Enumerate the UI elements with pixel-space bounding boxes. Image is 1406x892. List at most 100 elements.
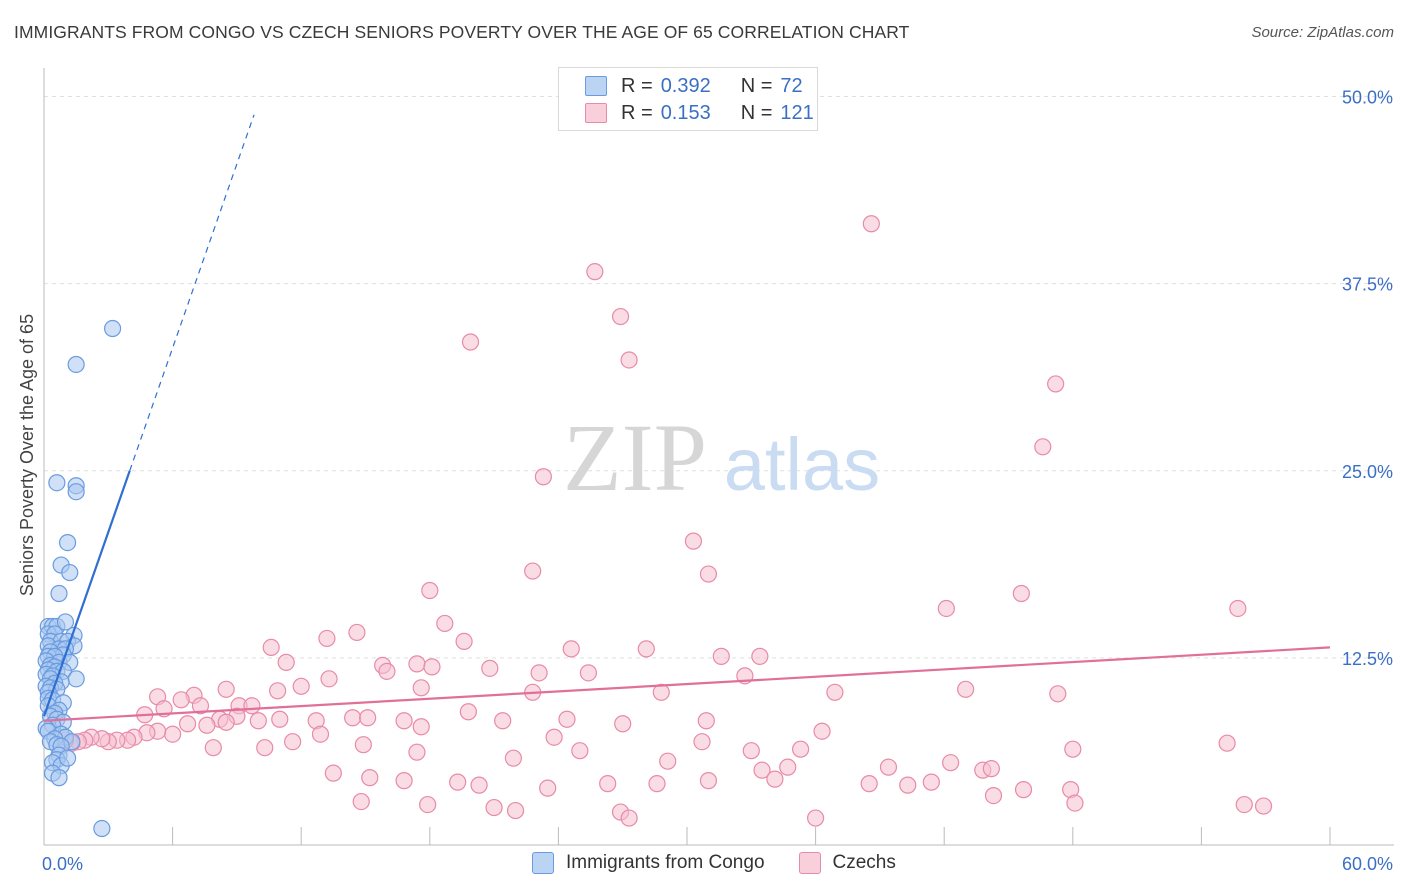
czech-point (506, 801, 525, 820)
czech-point (659, 752, 677, 770)
trend-lines (42, 114, 1331, 722)
tick-labels: 12.5% 25.0% 37.5% 50.0% 0.0% 60.0% (42, 88, 1393, 875)
czech-point (423, 658, 441, 676)
czech-point (862, 215, 880, 233)
czech-point (461, 333, 480, 351)
czech-trend-line (43, 646, 1331, 722)
czech-point (652, 683, 670, 701)
source-credit: Source: ZipAtlas.com (1251, 24, 1394, 41)
czech-point (611, 307, 630, 326)
czech-point (751, 647, 769, 665)
czech-point (494, 712, 512, 730)
congo-swatch (585, 76, 607, 96)
czech-point (318, 629, 336, 648)
czech-point (982, 760, 1000, 778)
n-label: N = (740, 101, 773, 124)
czech-point (284, 733, 302, 751)
czech-point (524, 562, 542, 580)
czech-point (539, 779, 557, 797)
czech-r-value: 0.153 (660, 101, 711, 124)
czech-point (412, 679, 430, 697)
czech-point (684, 532, 703, 550)
czech-point (922, 773, 940, 791)
czech-point (534, 468, 552, 486)
czech-point (957, 680, 975, 698)
czech-point (1047, 375, 1065, 393)
czech-point (421, 581, 439, 600)
r-label: R = (621, 101, 653, 124)
czech-point (697, 712, 715, 730)
stats-row-congo: R = 0.392 N = 72 (585, 73, 803, 99)
czech-point (699, 565, 718, 583)
czech-legend-swatch (798, 852, 821, 874)
czech-point (320, 670, 338, 688)
czech-point (742, 742, 760, 760)
y-tick-label: 12.5% (1342, 649, 1393, 669)
congo-point (50, 584, 68, 603)
czech-point (179, 715, 197, 733)
czech-point (359, 709, 377, 727)
czech-point (712, 647, 730, 665)
czech-point (620, 809, 638, 827)
czech-point (620, 351, 638, 369)
czech-point (1012, 584, 1030, 603)
y-tick-label: 25.0% (1342, 462, 1393, 482)
czech-point (395, 712, 413, 730)
czech-point (813, 722, 831, 740)
legend-item-czechs[interactable]: Czechs (798, 852, 896, 874)
czech-point (292, 677, 310, 695)
czech-point (779, 758, 797, 776)
czech-point (753, 761, 771, 779)
czech-point (361, 769, 379, 787)
czech-point (614, 715, 632, 733)
czech-point (269, 682, 287, 700)
czech-point (352, 792, 370, 811)
watermark-zip: ZIP (563, 404, 707, 511)
czech-point (648, 775, 666, 793)
congo-point (48, 474, 66, 492)
legend-item-congo[interactable]: Immigrants from Congo (532, 852, 765, 874)
czech-point (545, 728, 563, 746)
czech-point (256, 739, 274, 757)
czech-point (164, 725, 182, 743)
congo-r-value: 0.392 (660, 74, 711, 97)
congo-trend-extension (129, 114, 255, 471)
czech-point (1229, 599, 1247, 618)
czech-point (419, 795, 437, 814)
n-label: N = (740, 74, 773, 97)
x-tick-label: 60.0% (1342, 854, 1393, 874)
grid-lines (44, 96, 1394, 659)
congo-point (67, 483, 85, 501)
czech-point (455, 632, 473, 651)
czech-point (262, 638, 280, 656)
czech-point (436, 614, 454, 633)
czech-point (354, 736, 372, 754)
czech-point (204, 739, 222, 757)
czech-point (459, 703, 477, 721)
czech-point (637, 640, 655, 658)
czech-point (378, 662, 396, 680)
czech-point (826, 683, 844, 701)
czech-point (693, 733, 711, 751)
legend-label-czechs: Czechs (832, 852, 896, 873)
czech-point (1066, 794, 1084, 812)
czech-point (1218, 734, 1236, 752)
czech-point (1049, 685, 1067, 703)
legend-label-congo: Immigrants from Congo (566, 852, 765, 873)
czech-point (277, 653, 295, 671)
czech-point (481, 659, 499, 677)
czech-point (198, 716, 216, 734)
chart-title: IMMIGRANTS FROM CONGO VS CZECH SENIORS P… (14, 22, 910, 42)
y-axis-label: Seniors Poverty Over the Age of 65 (17, 314, 37, 596)
congo-point (93, 819, 111, 838)
congo-point (58, 534, 77, 552)
czech-point (217, 713, 235, 731)
czech-point (558, 710, 576, 728)
czech-point (586, 263, 604, 281)
congo-point (56, 613, 75, 631)
czech-point (348, 623, 366, 642)
czech-point (408, 743, 426, 761)
czech-point (243, 697, 261, 715)
czech-point (470, 776, 488, 794)
